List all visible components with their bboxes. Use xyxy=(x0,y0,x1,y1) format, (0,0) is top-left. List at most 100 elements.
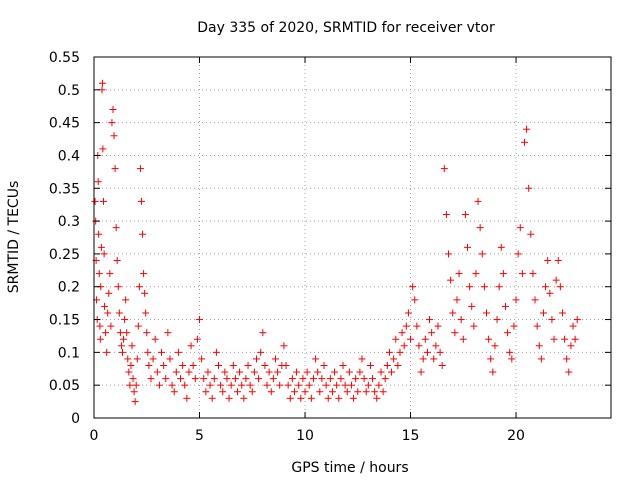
data-point xyxy=(400,342,408,350)
data-point xyxy=(407,335,415,343)
data-point xyxy=(174,348,182,356)
data-point xyxy=(434,322,442,330)
data-point xyxy=(506,348,514,356)
data-point xyxy=(191,375,199,383)
data-point xyxy=(388,368,396,376)
data-point xyxy=(499,270,507,278)
data-point xyxy=(193,335,201,343)
data-point xyxy=(100,250,108,258)
data-point xyxy=(476,224,484,232)
data-point xyxy=(109,106,117,114)
data-point xyxy=(212,348,220,356)
data-point xyxy=(106,270,114,278)
y-axis-label: SRMTID / TECUs xyxy=(6,181,22,294)
data-point xyxy=(457,316,465,324)
data-point xyxy=(231,375,239,383)
data-point xyxy=(115,309,123,317)
y-tick-label: 0.35 xyxy=(49,181,80,197)
data-point xyxy=(322,381,330,389)
data-point xyxy=(539,309,547,317)
data-point xyxy=(131,398,139,406)
data-point xyxy=(350,394,358,402)
data-point xyxy=(215,361,223,369)
data-point xyxy=(491,342,499,350)
data-point xyxy=(337,375,345,383)
data-point xyxy=(440,165,448,173)
data-point xyxy=(409,283,417,291)
data-point xyxy=(347,381,355,389)
plot-frame xyxy=(93,56,612,419)
data-point xyxy=(525,184,533,192)
data-point xyxy=(470,322,478,330)
data-point xyxy=(396,348,404,356)
data-point xyxy=(240,394,248,402)
data-point xyxy=(236,368,244,376)
data-point xyxy=(299,375,307,383)
data-point xyxy=(345,368,353,376)
x-tick-label: 15 xyxy=(402,428,420,444)
data-point xyxy=(238,381,246,389)
data-point xyxy=(358,355,366,363)
data-point xyxy=(468,302,476,310)
data-point xyxy=(208,394,216,402)
y-tick-label: 0.3 xyxy=(58,214,80,230)
data-point xyxy=(198,355,206,363)
data-point xyxy=(140,270,148,278)
data-point xyxy=(394,361,402,369)
data-point xyxy=(489,368,497,376)
data-point xyxy=(529,270,537,278)
data-point xyxy=(546,289,554,297)
data-point xyxy=(331,368,339,376)
y-tick-label: 0 xyxy=(71,411,80,427)
x-axis-label: GPS time / hours xyxy=(291,460,408,476)
data-point xyxy=(217,381,225,389)
data-point xyxy=(229,361,237,369)
data-point xyxy=(312,355,320,363)
data-point xyxy=(472,270,480,278)
data-point xyxy=(495,283,503,291)
data-point xyxy=(552,276,560,284)
axis-ticks: 0 0.05 0.1 0.15 0.2 0.25 0.3 0.35 0.4 0.45 0.5 0.55… xyxy=(49,50,611,444)
data-point xyxy=(371,388,379,396)
data-point xyxy=(126,381,134,389)
data-point xyxy=(573,316,581,324)
data-point xyxy=(112,224,120,232)
data-point xyxy=(558,309,566,317)
data-point xyxy=(430,355,438,363)
data-point xyxy=(533,322,541,330)
data-point xyxy=(436,348,444,356)
data-point xyxy=(390,355,398,363)
data-point xyxy=(544,256,552,264)
data-point xyxy=(508,355,516,363)
data-point xyxy=(135,283,143,291)
data-point xyxy=(129,375,137,383)
data-point xyxy=(514,250,522,258)
data-point xyxy=(132,381,140,389)
data-point xyxy=(248,388,256,396)
data-point xyxy=(303,368,311,376)
data-point xyxy=(411,296,419,304)
data-point xyxy=(385,348,393,356)
data-point xyxy=(151,335,159,343)
data-point xyxy=(288,375,296,383)
data-point xyxy=(464,243,472,251)
data-point xyxy=(518,270,526,278)
data-point xyxy=(523,125,531,133)
y-tick-label: 0.4 xyxy=(58,148,80,164)
data-point xyxy=(101,302,109,310)
data-point xyxy=(290,388,298,396)
data-point xyxy=(123,329,131,337)
data-point xyxy=(257,348,265,356)
data-point xyxy=(179,361,187,369)
data-point xyxy=(364,381,372,389)
data-point xyxy=(265,368,273,376)
data-point xyxy=(343,388,351,396)
data-point xyxy=(326,375,334,383)
data-point xyxy=(352,375,360,383)
data-point xyxy=(147,375,155,383)
data-point xyxy=(504,329,512,337)
data-point xyxy=(449,309,457,317)
data-point xyxy=(366,361,374,369)
data-point xyxy=(162,375,170,383)
